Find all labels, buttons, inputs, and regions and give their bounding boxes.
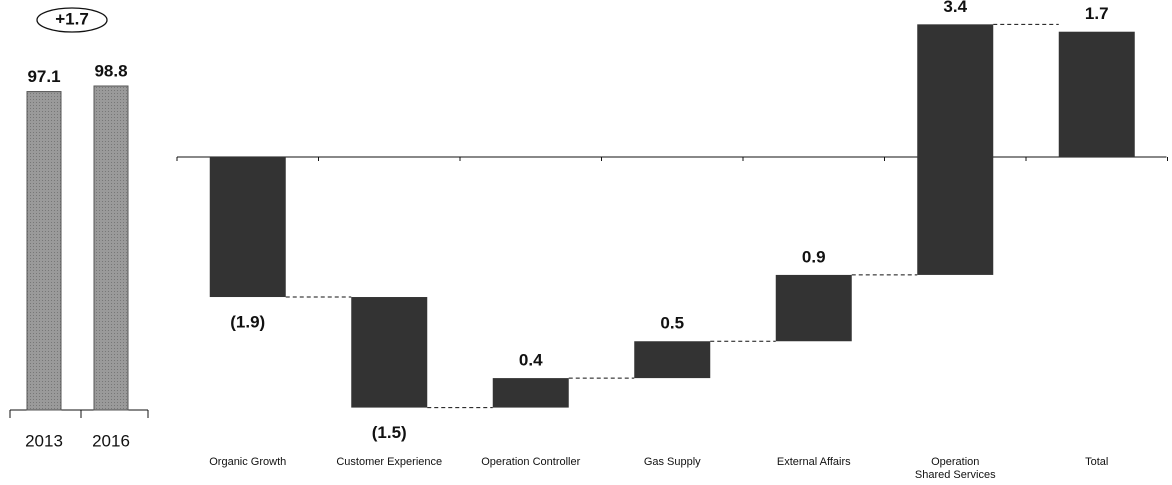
bar [26, 91, 62, 411]
value-label: 0.9 [802, 247, 826, 266]
value-label: (1.5) [372, 423, 407, 442]
x-tick-label: 2016 [92, 431, 130, 450]
annotation-ellipse [36, 7, 108, 33]
bar [775, 274, 852, 342]
value-label: 98.8 [94, 61, 127, 80]
x-tick-label: Gas Supply [644, 456, 701, 468]
bar [492, 378, 569, 408]
annotation: +1.7 [55, 9, 89, 28]
bar [634, 341, 711, 379]
value-label: 1.7 [1085, 4, 1109, 23]
x-tick-label: Operation Controller [481, 456, 580, 468]
bar [917, 24, 994, 275]
value-label: 0.4 [519, 351, 543, 370]
x-tick-label: Customer Experience [336, 456, 442, 468]
x-tick-label: Operation Shared Services [915, 456, 996, 481]
x-tick-label: Total [1085, 456, 1108, 468]
bar [1058, 31, 1135, 157]
value-label: 97.1 [27, 67, 60, 86]
x-tick-label: 2013 [25, 431, 63, 450]
x-tick-label: Organic Growth [209, 456, 286, 468]
bar [209, 157, 286, 298]
bar [93, 85, 129, 411]
bar [351, 297, 428, 408]
value-label: 3.4 [943, 0, 967, 16]
x-tick-label: External Affairs [777, 456, 851, 468]
value-label: 0.5 [660, 314, 684, 333]
value-label: (1.9) [230, 313, 265, 332]
